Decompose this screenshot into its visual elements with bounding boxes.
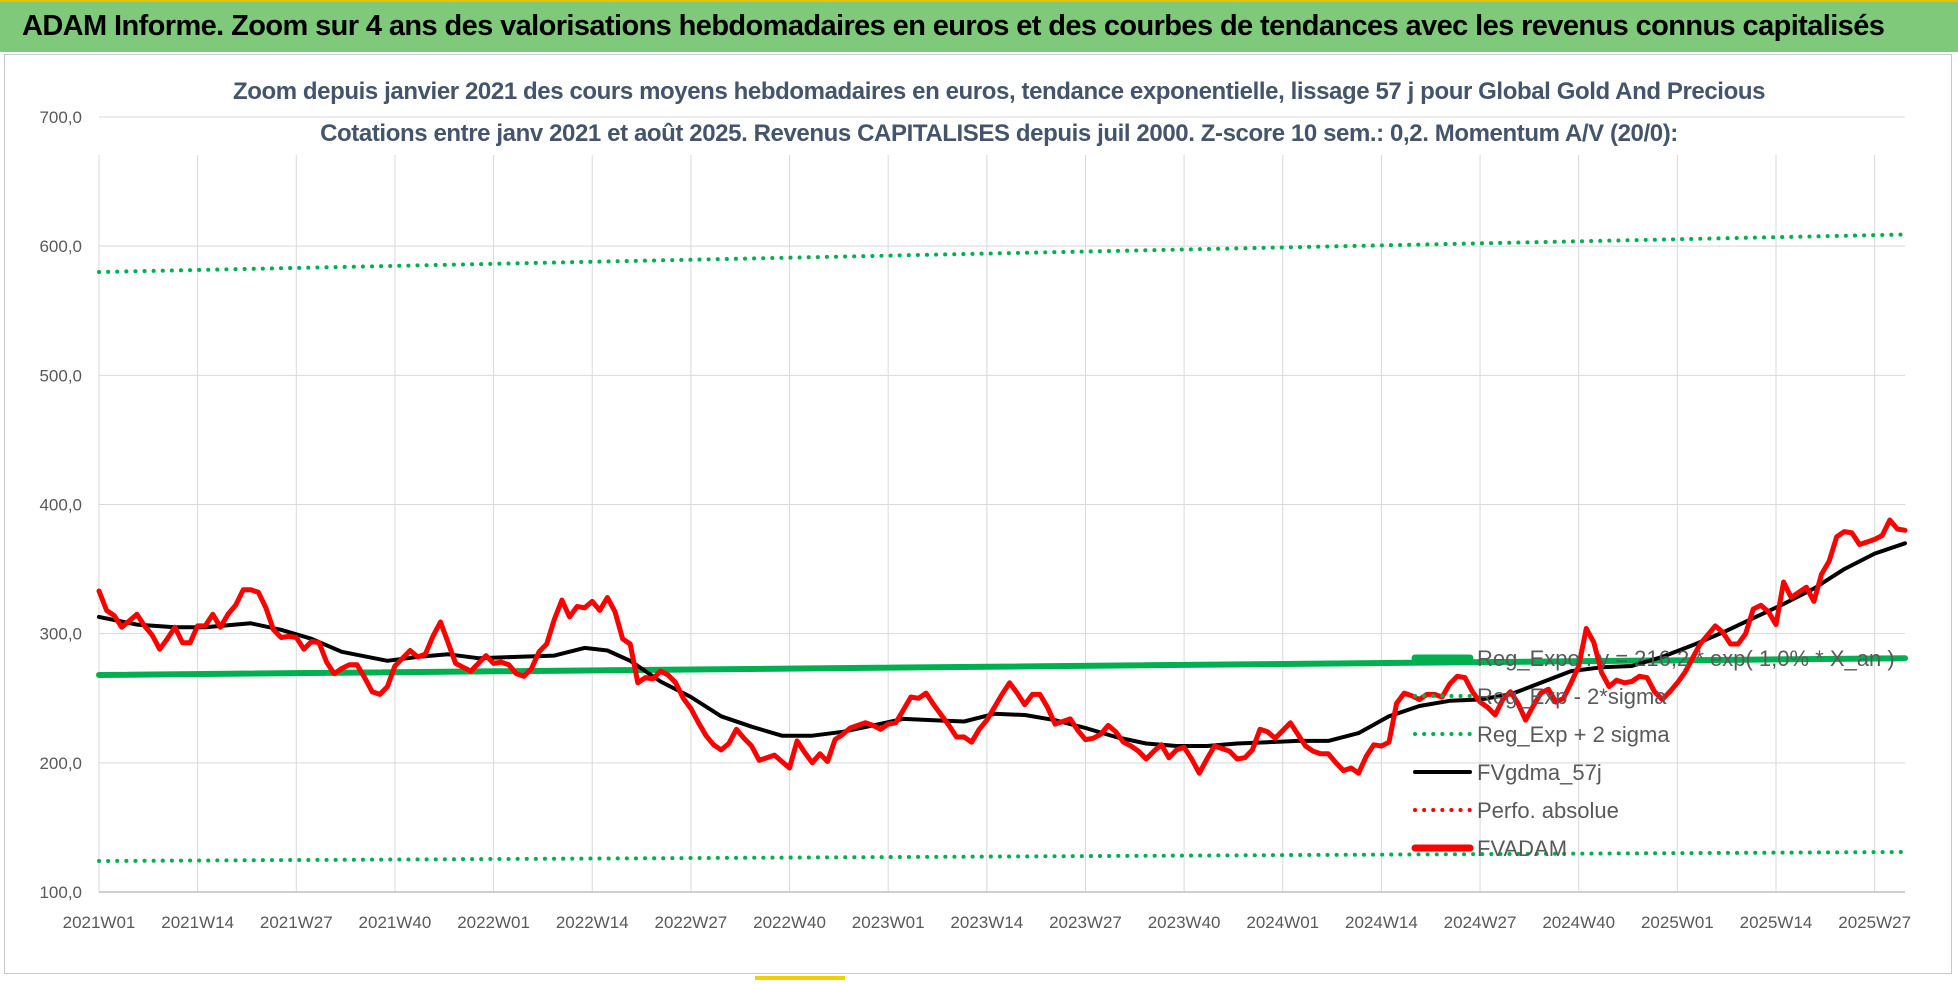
y-tick-label: 400,0 [39,496,82,515]
x-tick-label: 2022W14 [556,913,629,932]
series-line-reg-expo [96,655,1908,678]
report-title: ADAM Informe. Zoom sur 4 ans des valoris… [22,10,1885,42]
x-tick-label: 2023W40 [1148,913,1221,932]
legend-label: Reg_Exp + 2 sigma [1477,722,1670,747]
chart-title-line1: Zoom depuis janvier 2021 des cours moyen… [232,78,1766,105]
x-tick-label: 2021W40 [359,913,432,932]
x-tick-label: 2021W01 [63,913,136,932]
series-line-reg-exp [97,850,1907,863]
x-tick-label: 2024W01 [1246,913,1319,932]
y-tick-label: 300,0 [39,625,82,644]
x-tick-label: 2024W27 [1444,913,1517,932]
x-tick-label: 2023W27 [1049,913,1122,932]
legend-label: Perfo. absolue [1477,798,1619,823]
x-tick-label: 2025W14 [1740,913,1813,932]
bottom-accent [755,976,845,980]
y-tick-label: 600,0 [39,237,82,256]
x-tick-label: 2023W01 [852,913,925,932]
x-tick-label: 2023W14 [950,913,1023,932]
y-tick-label: 100,0 [39,883,82,902]
y-tick-label: 500,0 [39,366,82,385]
x-tick-label: 2022W40 [753,913,826,932]
legend-label: Reg_Expo : y = 216,2 * exp( 1,0% * X_an … [1477,646,1895,671]
x-tick-label: 2025W27 [1838,913,1911,932]
x-tick-label: 2024W40 [1542,913,1615,932]
x-tick-label: 2022W01 [457,913,530,932]
x-tick-label: 2022W27 [654,913,727,932]
x-tick-label: 2021W14 [161,913,234,932]
series-line-fvadam [96,517,1908,776]
x-tick-label: 2021W27 [260,913,333,932]
x-tick-label: 2024W14 [1345,913,1418,932]
y-tick-label: 700,0 [39,108,82,127]
legend-label: Reg_Exp - 2*sigma [1477,684,1667,709]
legend-label: FVADAM [1477,836,1567,861]
header-banner: ADAM Informe. Zoom sur 4 ans des valoris… [0,0,1958,52]
chart-frame [4,54,1952,974]
series-line-reg-exp [97,232,1907,274]
y-tick-label: 200,0 [39,754,82,773]
x-tick-label: 2025W01 [1641,913,1714,932]
chart-title-line2: Cotations entre janv 2021 et août 2025. … [320,120,1678,147]
series-line-fvgdma-57j [97,541,1907,748]
legend-label: FVgdma_57j [1477,760,1602,785]
